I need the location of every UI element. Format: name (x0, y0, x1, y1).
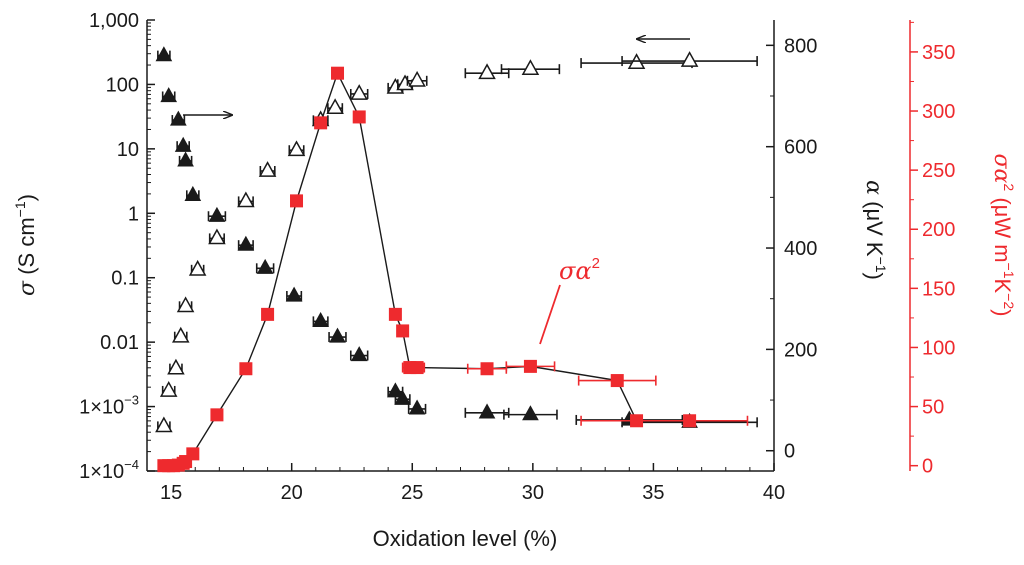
sigma-point (208, 206, 226, 222)
left-tick-label: 100 (106, 74, 139, 96)
x-tick-label: 25 (401, 482, 423, 504)
alpha-point (408, 70, 426, 87)
alpha-point (171, 326, 190, 343)
alpha-point (188, 259, 207, 276)
power-factor-callout-line (539, 284, 561, 345)
right-pf-tick-label: 0 (922, 456, 933, 478)
alpha-point (258, 161, 277, 177)
right-pf-tick-label: 250 (922, 160, 955, 182)
right-axis-power-factor-label: σα2 (μW m−1K−2) (989, 154, 1017, 317)
left-tick-label: 1×10−4 (79, 457, 139, 483)
right-alpha-tick-label: 800 (784, 35, 817, 57)
pf-point (610, 374, 624, 388)
pf-point (410, 361, 424, 375)
x-tick-label: 35 (642, 482, 664, 504)
sigma-point (350, 346, 368, 362)
alpha-point (478, 63, 496, 80)
left-tick-label: 1×10−3 (79, 393, 139, 419)
right-y-axis-alpha: 0 200 400 600 800 (766, 20, 817, 471)
pf-point (523, 359, 537, 373)
alpha-point (237, 191, 255, 208)
left-y-axis: 1,000 100 10 1 0.1 0.01 1×10−3 1×10−4 (79, 10, 155, 483)
right-pf-tick-label: 300 (922, 101, 955, 123)
sigma-point (174, 136, 192, 152)
sigma-point (478, 403, 496, 419)
right-pf-tick-label: 100 (922, 337, 955, 359)
series-power-factor-red-squares (157, 66, 749, 473)
alpha-point (167, 358, 185, 375)
right-alpha-tick-label: 200 (784, 339, 817, 361)
pf-point (239, 362, 253, 376)
pf-point (683, 414, 697, 428)
alpha-point (287, 140, 306, 157)
right-alpha-tick-label: 400 (784, 238, 817, 260)
right-alpha-tick-label: 600 (784, 137, 817, 159)
alpha-point (326, 98, 344, 115)
x-tick-label: 30 (522, 482, 544, 504)
sigma-point (312, 311, 329, 328)
pf-point (261, 307, 275, 321)
x-tick-label: 20 (281, 482, 303, 504)
pf-point (314, 116, 328, 130)
power-factor-annotation: σα2 (559, 255, 600, 285)
sigma-point (184, 185, 202, 201)
right-axis-alpha-label: α (μV K−1) (861, 180, 889, 280)
alpha-point (680, 51, 699, 67)
alpha-point (521, 59, 540, 76)
series-alpha-open-triangles (155, 51, 758, 433)
sigma-point (329, 327, 346, 343)
sigma-point (177, 151, 194, 167)
sigma-point (256, 258, 274, 274)
left-tick-label: 10 (117, 139, 139, 161)
sigma-point (285, 286, 303, 302)
power-factor-line (163, 71, 690, 467)
alpha-point (350, 84, 368, 100)
pf-point (630, 414, 644, 428)
x-axis-label: Oxidation level (%) (373, 526, 558, 551)
right-alpha-tick-label: 0 (784, 441, 795, 463)
left-tick-label: 1,000 (89, 10, 139, 32)
x-axis: 15 20 25 30 35 40 (146, 463, 785, 504)
pf-point (210, 408, 224, 422)
alpha-point (155, 416, 173, 433)
pf-point (290, 194, 304, 208)
sigma-point (408, 399, 426, 415)
left-tick-label: 0.01 (100, 332, 139, 354)
sigma-point (170, 110, 187, 126)
pf-point (480, 362, 494, 376)
alpha-point (159, 381, 178, 397)
right-pf-tick-label: 350 (922, 42, 955, 64)
sigma-point (160, 87, 178, 103)
left-tick-label: 0.1 (111, 268, 139, 290)
sigma-point (394, 389, 411, 405)
right-pf-tick-label: 200 (922, 219, 955, 241)
alpha-point (396, 74, 414, 91)
pf-point (331, 66, 345, 80)
x-tick-label: 40 (763, 482, 785, 504)
right-y-axis-power-factor: 0 50 100 150 200 250 300 350 (909, 20, 955, 478)
pf-point (396, 324, 410, 338)
pf-point (388, 307, 402, 321)
alpha-point (176, 296, 195, 313)
pf-point (352, 110, 366, 124)
x-tick-label: 15 (160, 482, 182, 504)
left-axis-label: σ (S cm−1) (12, 194, 40, 296)
sigma-point (237, 235, 255, 251)
sigma-point (522, 405, 539, 421)
right-pf-tick-label: 150 (922, 278, 955, 300)
left-tick-label: 1 (128, 203, 139, 225)
pf-point (186, 447, 200, 461)
alpha-point (208, 228, 226, 245)
sigma-point (155, 46, 173, 62)
right-pf-tick-label: 50 (922, 397, 944, 419)
